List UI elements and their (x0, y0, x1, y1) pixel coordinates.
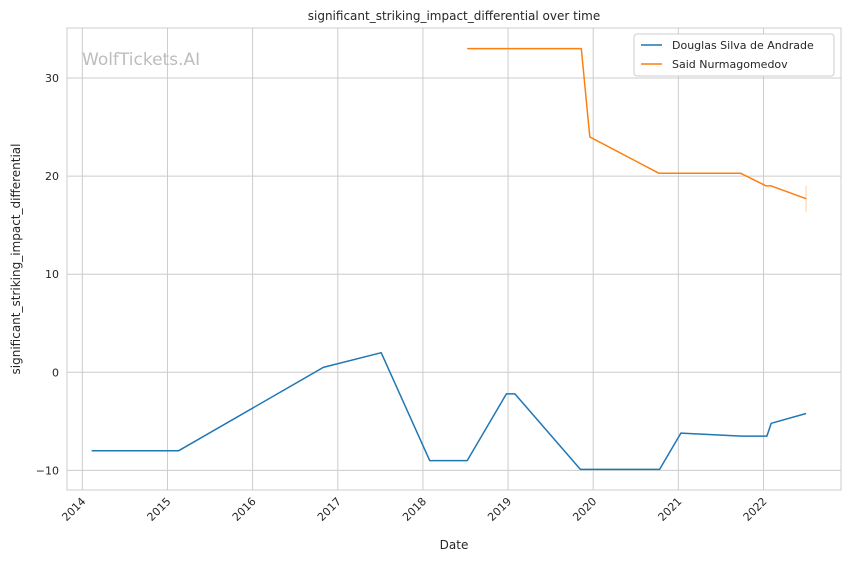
legend-label-said: Said Nurmagomedov (672, 58, 788, 71)
y-tick-label: 10 (45, 268, 59, 281)
ticks: 2014 2015 2016 2017 2018 2019 2020 2021 2022 −10 0… (36, 72, 770, 524)
plot-frame (66, 27, 842, 491)
legend: Douglas Silva de Andrade Said Nurmagomed… (633, 33, 835, 77)
y-tick-label: 0 (52, 366, 59, 379)
x-axis-label: Date (440, 538, 469, 552)
x-tick-label: 2018 (400, 495, 429, 524)
series-layer (91, 47, 807, 471)
chart-title: significant_striking_impact_differential… (308, 9, 600, 23)
legend-label-douglas: Douglas Silva de Andrade (672, 39, 814, 52)
watermark: WolfTickets.AI (82, 50, 200, 70)
x-tick-label: 2016 (230, 495, 259, 524)
x-tick-label: 2020 (570, 495, 599, 524)
series-line-0 (91, 351, 807, 471)
grid (67, 28, 841, 490)
y-tick-label: 20 (45, 170, 59, 183)
x-tick-label: 2019 (485, 495, 514, 524)
x-tick-label: 2017 (315, 495, 344, 524)
y-axis-label: significant_striking_impact_differential (9, 144, 23, 375)
x-tick-label: 2015 (145, 495, 174, 524)
x-tick-label: 2022 (741, 495, 770, 524)
y-tick-label: −10 (36, 464, 59, 477)
y-tick-label: 30 (45, 72, 59, 85)
legend-box (633, 33, 835, 77)
series-line-1 (467, 47, 807, 200)
x-tick-label: 2021 (655, 495, 684, 524)
x-tick-label: 2014 (59, 495, 88, 524)
